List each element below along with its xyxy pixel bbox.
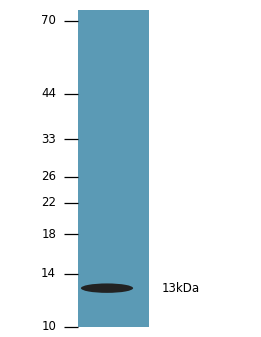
Text: 10: 10 bbox=[41, 320, 56, 333]
Text: 13kDa: 13kDa bbox=[162, 282, 200, 295]
Text: 26: 26 bbox=[41, 170, 56, 183]
Text: 70: 70 bbox=[41, 14, 56, 27]
Text: 44: 44 bbox=[41, 87, 56, 100]
Text: 33: 33 bbox=[41, 133, 56, 146]
Text: 14: 14 bbox=[41, 268, 56, 280]
Ellipse shape bbox=[81, 283, 133, 293]
Text: 22: 22 bbox=[41, 196, 56, 209]
Text: 18: 18 bbox=[41, 228, 56, 241]
